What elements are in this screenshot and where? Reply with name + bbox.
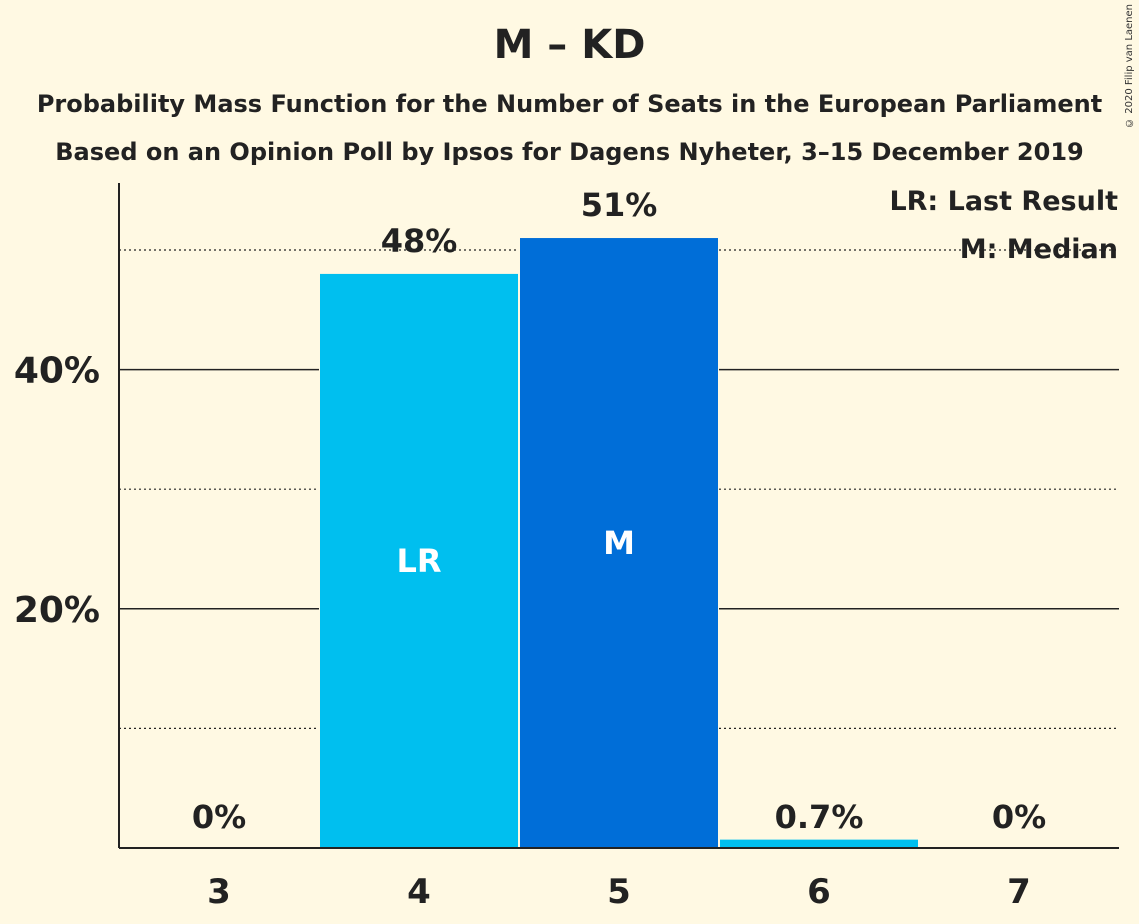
bar bbox=[520, 238, 718, 849]
bar-marker-label: M bbox=[603, 524, 635, 562]
chart-subtitle: Probability Mass Function for the Number… bbox=[36, 90, 1103, 118]
legend-median: M: Median bbox=[960, 234, 1118, 265]
y-tick-label: 20% bbox=[14, 590, 100, 631]
x-tick-label: 6 bbox=[807, 872, 831, 912]
bar-value-label: 48% bbox=[381, 222, 458, 260]
chart-subtitle-source: Based on an Opinion Poll by Ipsos for Da… bbox=[55, 138, 1084, 166]
bar bbox=[720, 839, 918, 848]
x-tick-label: 5 bbox=[607, 872, 631, 912]
x-tick-label: 7 bbox=[1007, 872, 1031, 912]
chart-title: M – KD bbox=[493, 22, 646, 68]
bar-marker-label: LR bbox=[396, 542, 441, 580]
bar-value-label: 0% bbox=[992, 798, 1046, 836]
bar-value-label: 0.7% bbox=[775, 798, 864, 836]
bar bbox=[320, 273, 518, 848]
x-tick-label: 4 bbox=[407, 872, 431, 912]
y-tick-label: 40% bbox=[14, 351, 100, 392]
bar-value-label: 51% bbox=[581, 186, 658, 224]
bar-value-label: 0% bbox=[192, 798, 246, 836]
legend-last-result: LR: Last Result bbox=[889, 186, 1118, 217]
x-tick-label: 3 bbox=[207, 872, 231, 912]
